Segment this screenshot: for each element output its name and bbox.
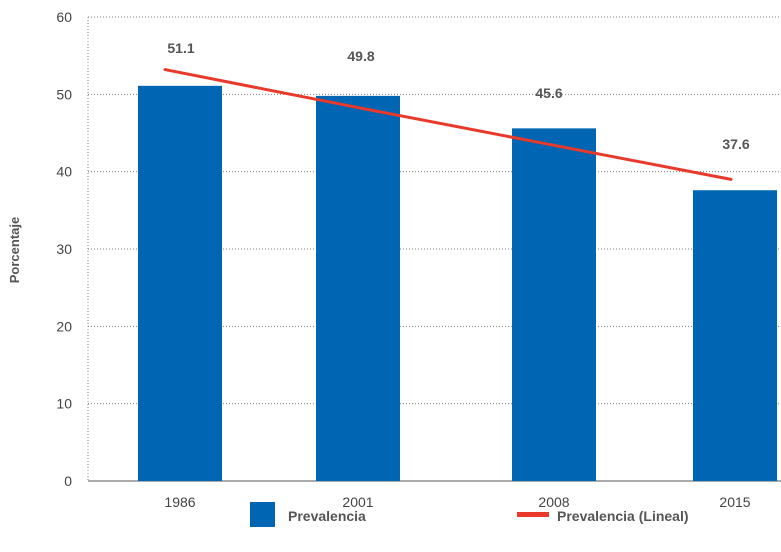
x-tick-label-2008: 2008 bbox=[538, 494, 569, 510]
bar-2001 bbox=[316, 95, 400, 481]
legend: Prevalencia Prevalencia (Lineal) bbox=[250, 502, 689, 527]
x-tick-label-2001: 2001 bbox=[342, 494, 373, 510]
data-label-2001: 49.8 bbox=[347, 48, 374, 64]
data-label-2015: 37.6 bbox=[722, 136, 749, 152]
bar-2015 bbox=[693, 190, 777, 481]
data-label-1986: 51.1 bbox=[167, 40, 194, 56]
bar-1986 bbox=[138, 85, 222, 482]
y-tick-label-40: 40 bbox=[56, 164, 72, 180]
y-axis-ticks: 0 10 20 30 40 50 60 bbox=[56, 9, 72, 489]
x-tick-label-2015: 2015 bbox=[719, 494, 750, 510]
bars bbox=[138, 85, 777, 482]
bar-2008 bbox=[512, 128, 596, 482]
x-tick-label-1986: 1986 bbox=[164, 494, 195, 510]
y-tick-label-10: 10 bbox=[56, 396, 72, 412]
y-axis-label: Porcentaje bbox=[7, 217, 22, 283]
trend-line-group bbox=[163, 68, 733, 181]
legend-label-prevalencia: Prevalencia bbox=[288, 508, 366, 524]
x-axis-ticks: 1986 2001 2008 2015 bbox=[164, 494, 750, 510]
trend-line-prevalencia-lineal bbox=[163, 68, 733, 181]
legend-label-prevalencia-lineal: Prevalencia (Lineal) bbox=[557, 508, 689, 524]
y-tick-label-50: 50 bbox=[56, 86, 72, 102]
legend-swatch-prevalencia-lineal bbox=[517, 512, 549, 517]
y-tick-label-30: 30 bbox=[56, 241, 72, 257]
data-labels: 51.1 49.8 45.6 37.6 bbox=[167, 40, 749, 152]
legend-swatch-prevalencia bbox=[250, 502, 275, 527]
y-tick-label-20: 20 bbox=[56, 318, 72, 334]
y-tick-label-0: 0 bbox=[64, 473, 72, 489]
y-tick-label-60: 60 bbox=[56, 9, 72, 25]
data-label-2008: 45.6 bbox=[535, 85, 562, 101]
